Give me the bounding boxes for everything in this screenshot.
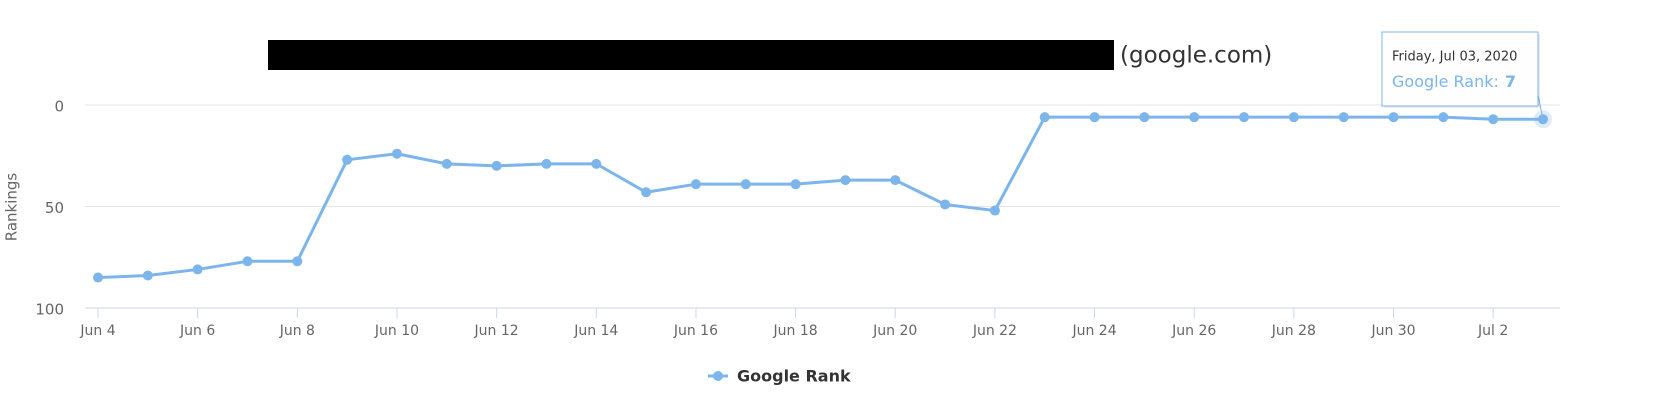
line bbox=[97, 115, 1543, 280]
tooltip-date: Friday, Jul 03, 2020 bbox=[1392, 50, 1517, 65]
y-axis-title: Rankings bbox=[3, 173, 21, 242]
x-tick-label: Jun 18 bbox=[773, 323, 818, 339]
point bbox=[1488, 114, 1499, 125]
point bbox=[491, 160, 502, 171]
point bbox=[1089, 112, 1100, 123]
tooltip bbox=[1381, 31, 1539, 107]
x-tick-label: Jun 28 bbox=[1271, 323, 1316, 339]
x-tick-label: Jun 26 bbox=[1171, 323, 1216, 339]
point bbox=[940, 199, 951, 210]
y-tick-label: 100 bbox=[35, 301, 64, 319]
x-tick-label: Jul 2 bbox=[1477, 323, 1508, 339]
point bbox=[1139, 112, 1150, 123]
x-tick-label: Jun 10 bbox=[374, 323, 419, 339]
point bbox=[192, 264, 203, 275]
x-tick-label: Jun 8 bbox=[279, 323, 315, 339]
x-tick-label: Jun 30 bbox=[1370, 323, 1415, 339]
point bbox=[342, 154, 353, 165]
point bbox=[391, 148, 402, 159]
tooltip-series: Google Rank: 7 bbox=[1392, 72, 1516, 91]
x-tick-label: Jun 14 bbox=[573, 323, 618, 339]
point bbox=[641, 187, 652, 198]
x-tick-label: Jun 6 bbox=[179, 323, 215, 339]
tooltip-label: Google Rank: bbox=[1392, 72, 1499, 91]
point bbox=[740, 179, 751, 190]
chart-title: (google.com) bbox=[1120, 43, 1272, 69]
y-tick-label: 0 bbox=[54, 98, 64, 116]
x-tick-label: Jun 22 bbox=[972, 323, 1017, 339]
point bbox=[93, 272, 103, 283]
point bbox=[541, 158, 552, 169]
x-tick-label: Jun 16 bbox=[673, 323, 718, 339]
point bbox=[1438, 112, 1449, 123]
point bbox=[690, 179, 701, 190]
point bbox=[441, 158, 452, 169]
point bbox=[1189, 112, 1200, 123]
tooltip-value: 7 bbox=[1505, 72, 1516, 91]
point bbox=[989, 205, 1000, 216]
y-tick-label: 50 bbox=[45, 199, 64, 217]
x-tick-label: Jun 12 bbox=[474, 323, 519, 339]
redacted-title bbox=[268, 40, 1114, 70]
x-tick-label: Jun 24 bbox=[1071, 323, 1116, 339]
point bbox=[242, 256, 253, 267]
legend-label: Google Rank bbox=[737, 367, 851, 386]
point bbox=[292, 256, 303, 267]
legend-marker bbox=[713, 371, 723, 381]
x-tick-label: Jun 4 bbox=[79, 323, 115, 339]
point bbox=[890, 175, 901, 186]
point bbox=[840, 175, 851, 186]
point bbox=[790, 179, 801, 190]
point bbox=[1288, 112, 1299, 123]
point bbox=[142, 270, 153, 281]
point bbox=[1039, 112, 1050, 123]
point bbox=[1338, 112, 1349, 123]
point bbox=[1239, 112, 1250, 123]
point bbox=[1388, 112, 1399, 123]
point bbox=[591, 158, 602, 169]
x-tick-label: Jun 20 bbox=[872, 323, 917, 339]
